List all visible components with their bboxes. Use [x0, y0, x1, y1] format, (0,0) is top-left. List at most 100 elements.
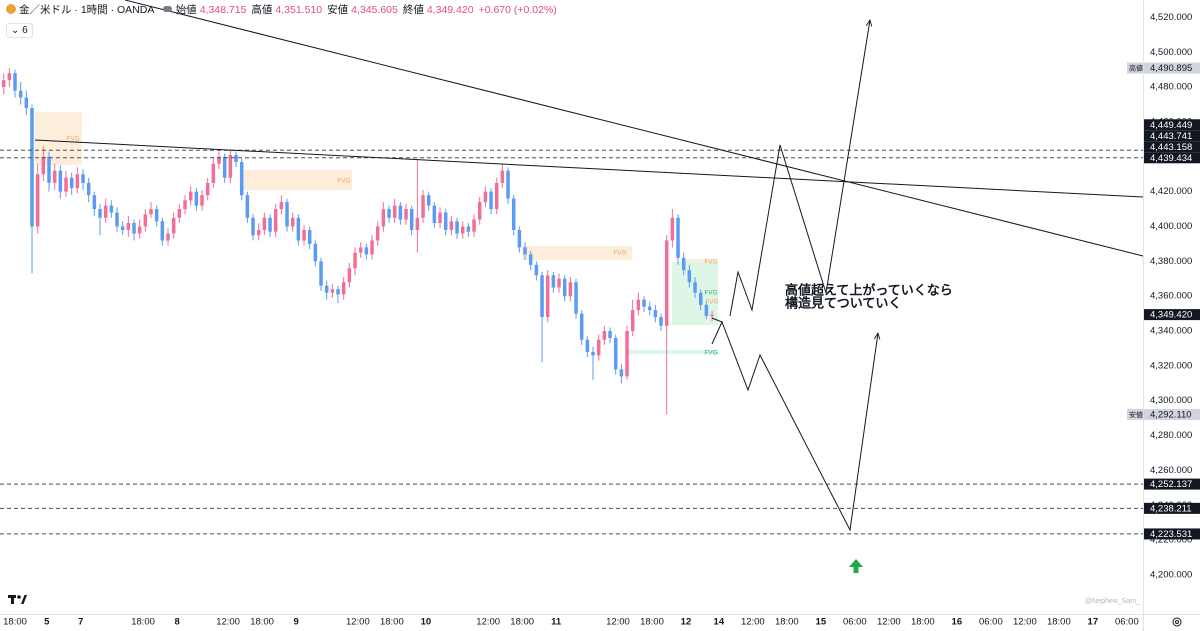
candle-body	[285, 202, 289, 227]
fvg-zones	[35, 112, 718, 354]
candle-body	[659, 317, 663, 326]
candle-body	[290, 217, 295, 227]
candle-body	[466, 226, 471, 232]
candle-body	[18, 90, 23, 98]
price-label: 4,443.158	[1150, 142, 1192, 153]
candle-body	[154, 209, 159, 222]
candle-body	[681, 257, 686, 271]
candle-body	[698, 292, 703, 305]
candle-body	[636, 299, 641, 311]
fvg-box	[522, 246, 632, 260]
candle-body	[687, 270, 692, 283]
candle-body	[591, 351, 595, 356]
x-tick-label: 18:00	[640, 617, 664, 628]
indicator-count: 6	[22, 25, 28, 36]
fvg-label: FVG	[337, 178, 350, 185]
candle-body	[200, 195, 204, 206]
candle-body	[347, 268, 352, 283]
x-tick-label: 16	[952, 617, 963, 628]
price-label: 4,439.434	[1150, 153, 1192, 164]
candle-body	[432, 205, 437, 224]
candle-body	[86, 182, 91, 196]
price-label-box	[1144, 152, 1200, 164]
candle-body	[302, 229, 306, 241]
candle-body	[710, 314, 714, 316]
candle-body	[602, 331, 607, 340]
x-tick-label: 10	[421, 617, 432, 628]
x-tick-label: 5	[44, 617, 50, 628]
candle-body	[387, 209, 391, 218]
candle-body	[64, 177, 68, 192]
candle-body	[115, 212, 119, 227]
candle-body	[194, 191, 199, 206]
candle-body	[222, 156, 227, 178]
price-label: 4,238.211	[1150, 503, 1192, 514]
candle-body	[217, 156, 221, 164]
y-tick-label: 4,340.000	[1150, 326, 1192, 337]
candle-body	[188, 191, 193, 201]
candle-body	[205, 182, 210, 196]
x-tick-label: 18:00	[131, 617, 155, 628]
symbol[interactable]: 金／米ドル · 1時間 · OANDA	[19, 4, 154, 16]
candle-body	[630, 310, 635, 332]
y-tick-label: 4,320.000	[1150, 360, 1192, 371]
axes: 4,200.0004,220.0004,240.0004,260.0004,28…	[3, 12, 1200, 628]
x-tick-label: 12:00	[1013, 617, 1037, 628]
price-label-box	[1144, 528, 1200, 540]
candle-body	[398, 205, 403, 220]
legend-label: 始値	[175, 4, 197, 16]
x-tick-label: 18:00	[250, 617, 274, 628]
candle-body	[511, 198, 516, 230]
market-status	[162, 6, 172, 12]
candle-body	[273, 209, 278, 232]
x-tick-label: 12:00	[476, 617, 500, 628]
y-tick-label: 4,480.000	[1150, 82, 1192, 93]
x-tick-label: 12:00	[606, 617, 630, 628]
candle-body	[239, 162, 244, 196]
candle-body	[375, 226, 380, 241]
fvg-label: FVG	[705, 299, 718, 306]
x-tick-label: 8	[174, 617, 179, 628]
fvg-labels: FVG FVG FVG FVG FVG FVG FVG	[66, 136, 718, 357]
candle-body	[653, 310, 658, 318]
candle-body	[517, 229, 522, 248]
x-tick-label: 12:00	[877, 617, 901, 628]
candle-body	[268, 217, 272, 232]
x-tick-label: 17	[1088, 617, 1099, 628]
candle-body	[52, 170, 57, 183]
x-tick-label: 7	[78, 617, 83, 628]
candle-body	[426, 195, 431, 206]
candle-body	[313, 243, 318, 262]
fvg-box	[35, 112, 82, 165]
candle-body	[494, 182, 499, 210]
candle-body	[585, 339, 590, 352]
candle-body	[35, 174, 40, 227]
settings-icon[interactable]	[1172, 617, 1182, 627]
indicator-toggle[interactable]: ⌄ 6	[6, 23, 33, 38]
candle-body	[177, 209, 182, 218]
projection-down	[711, 317, 878, 532]
legend-label: 安値	[327, 4, 349, 16]
candle-body	[528, 254, 533, 265]
candle-body	[262, 217, 267, 230]
legend-value: 4,348.715	[199, 4, 247, 16]
header: 金／米ドル · 1時間 · OANDA 始値 4,348.715 高値 4,351.5…	[6, 3, 562, 17]
x-tick-label: 18:00	[380, 617, 404, 628]
candle-body	[579, 313, 584, 340]
candle-body	[92, 195, 97, 210]
candle-body	[7, 73, 12, 81]
candle-body	[647, 306, 652, 311]
candle-body	[409, 209, 414, 230]
extreme-tag-box	[1127, 408, 1143, 420]
candle-body	[75, 174, 80, 189]
candle-body	[330, 289, 335, 293]
x-tick-label: 14	[714, 617, 725, 628]
candle-body	[670, 217, 675, 241]
candle-body	[664, 240, 669, 326]
candle-body	[228, 155, 233, 178]
change: +0.670 (+0.02%)	[478, 4, 557, 16]
price-label-box	[1144, 309, 1200, 321]
candle-body	[1, 80, 6, 88]
projection-up	[729, 20, 870, 317]
